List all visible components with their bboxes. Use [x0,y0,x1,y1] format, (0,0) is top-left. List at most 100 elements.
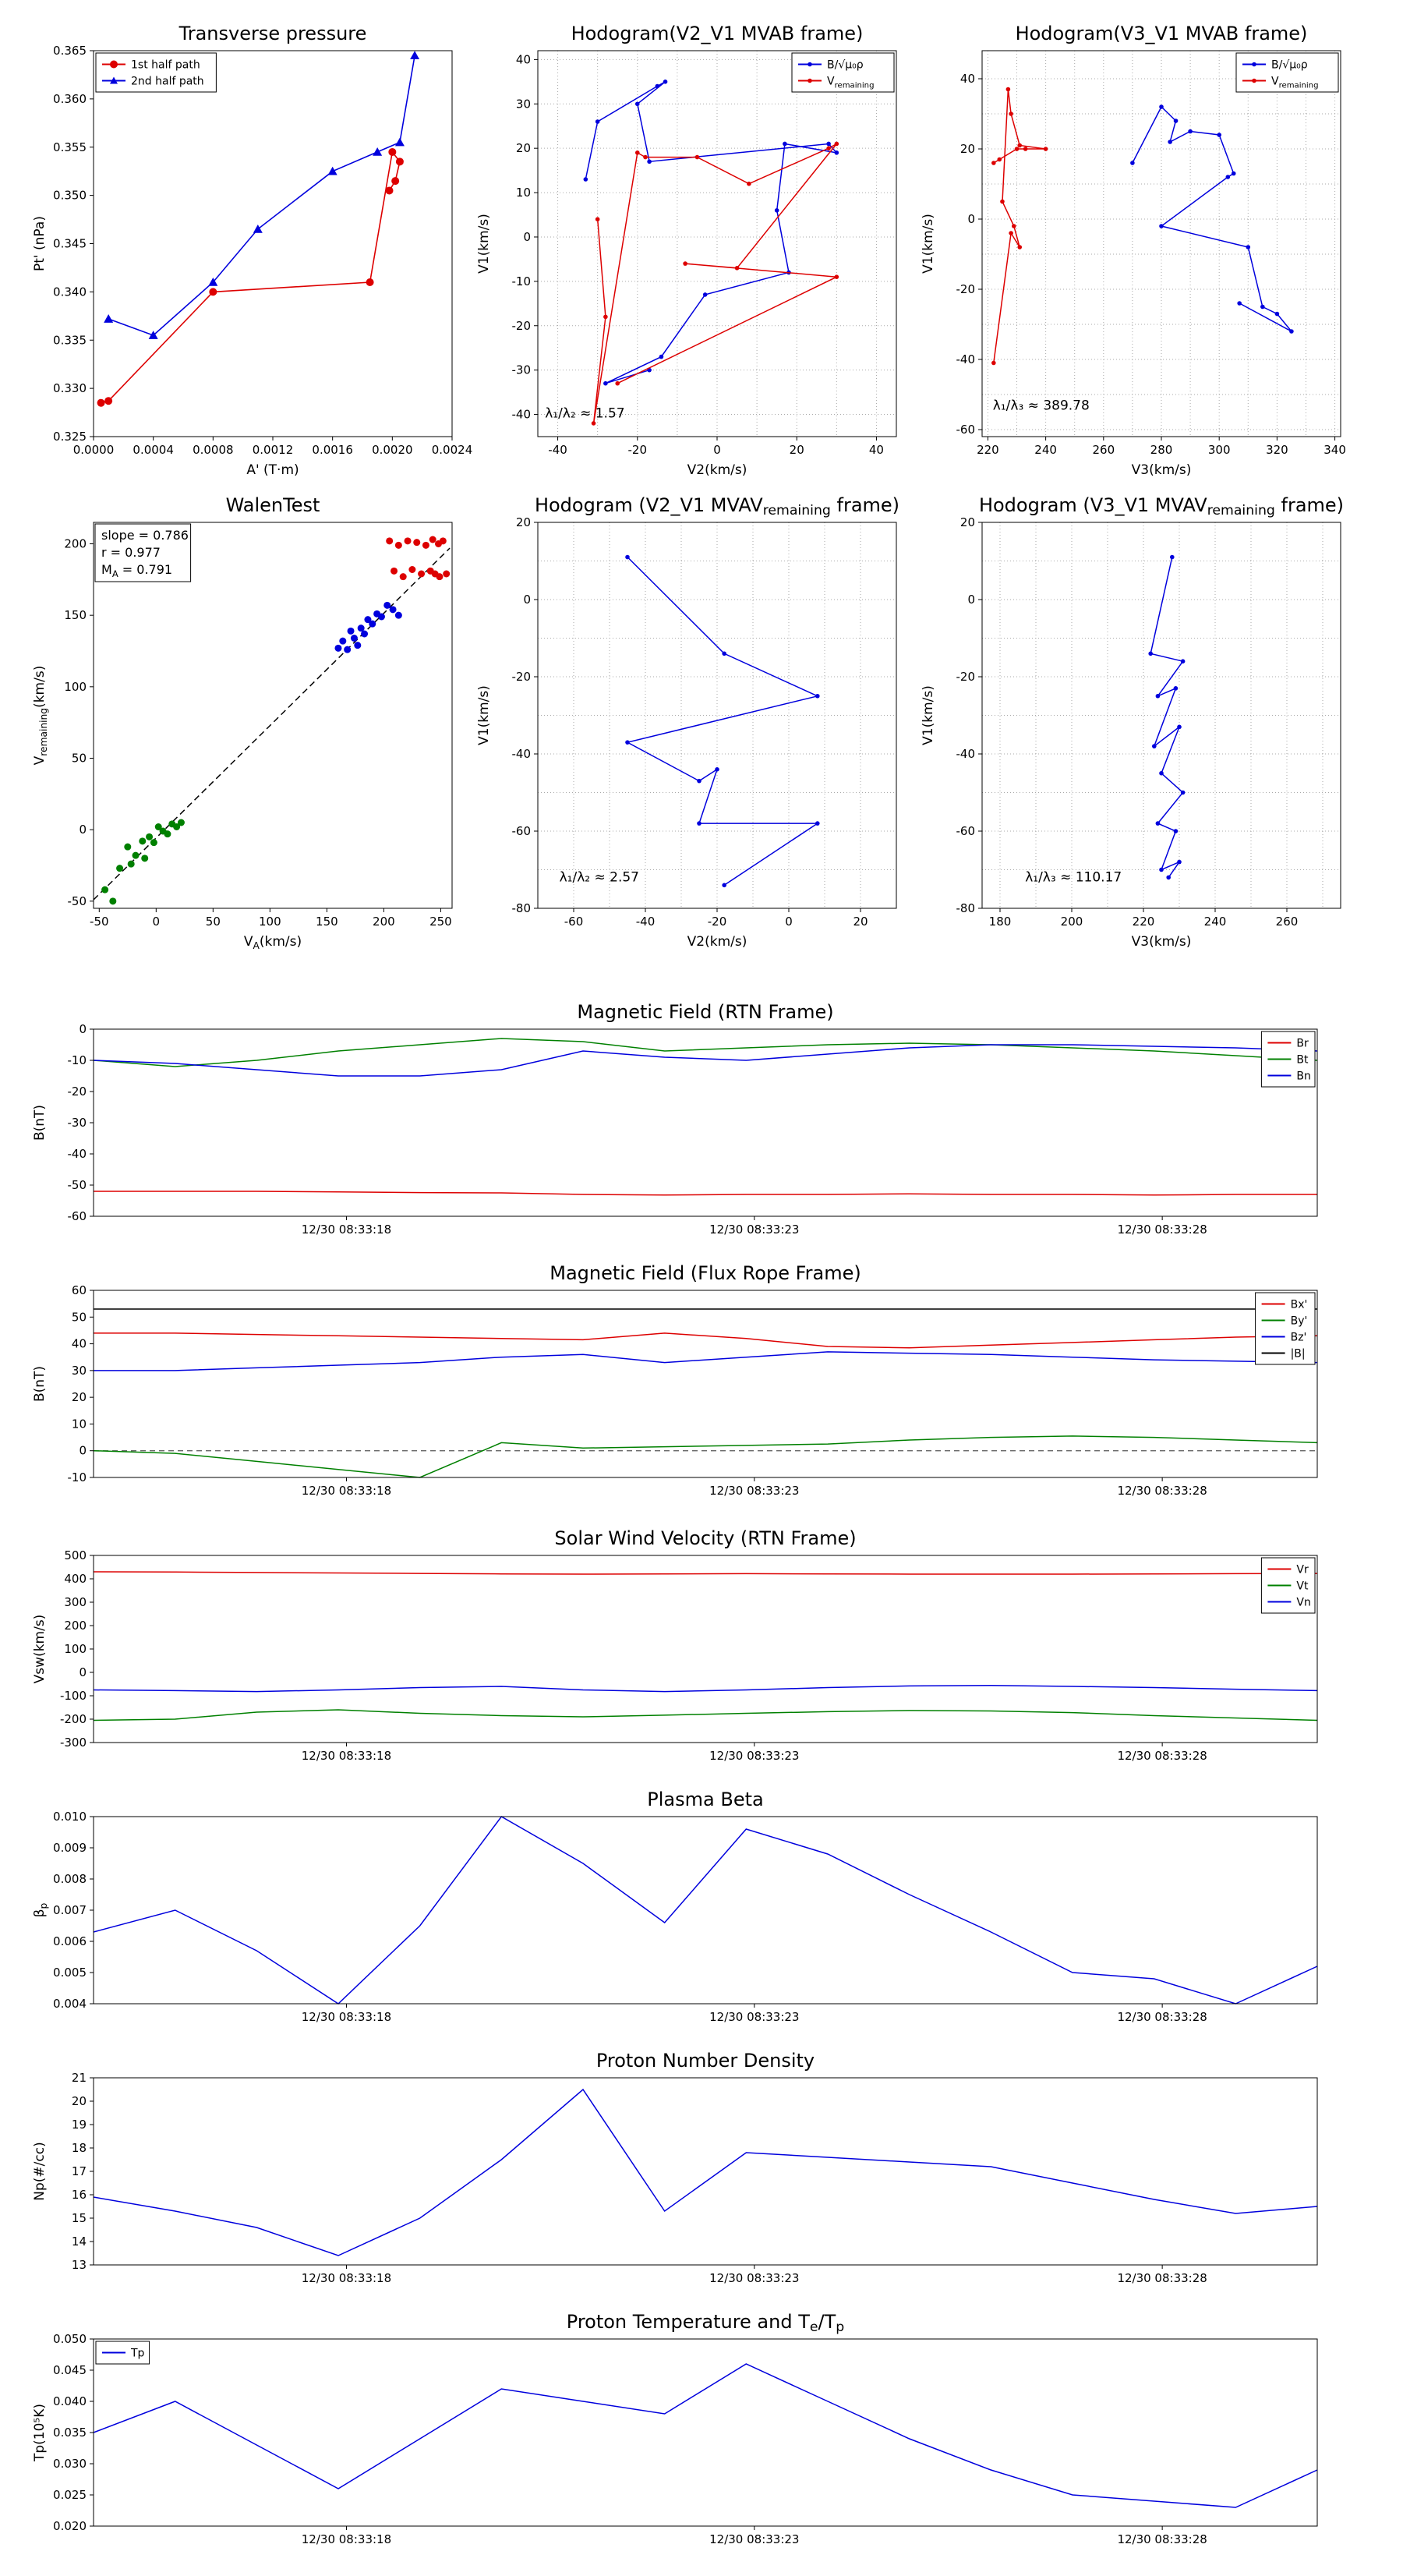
marker-first-half-path [209,288,217,296]
chart-element: V2(km/s) [687,462,747,478]
x-tick-label: 12/30 08:33:23 [709,2010,799,2024]
chart-element: -40 [956,747,976,761]
marker-velocity-hodogram [625,740,630,745]
y-tick-label: 40 [72,1337,87,1351]
chart-element: 30 [516,97,531,111]
marker-V-remaining [1023,147,1028,151]
marker-B-over-sqrt-mu0rho [583,177,588,182]
chart-element: Transverse pressure [178,23,367,44]
y-tick-label: 20 [72,2094,87,2108]
marker-second-half-path [394,137,405,147]
series-layer [93,1571,1318,1721]
chart-element: 220 [1133,915,1155,929]
y-tick-label: 0.360 [53,92,87,106]
series-Tp [93,2363,1318,2508]
chart-element: -20 [628,443,648,457]
y-tick-label: -60 [956,423,976,437]
chart-element: 0.010 [53,1810,87,1824]
marker-B-over-sqrt-mu0rho [1274,311,1280,317]
marker-scatter-green [164,830,171,838]
panel-magnetic-field-flux-rope: 12/30 08:33:18 12/30 08:33:23 12/30 08:33:… [32,1262,1318,1498]
series-layer [991,87,1294,366]
plot-frame [93,522,453,909]
marker-V-remaining [591,421,596,426]
chart-element: -40 [68,1147,87,1161]
marker-scatter-blue [389,606,397,614]
x-axis-label: A' (T·m) [246,462,299,478]
marker-B-over-sqrt-mu0rho [774,208,779,213]
marker-V-remaining [734,265,740,271]
marker-B-over-sqrt-mu0rho [1246,245,1251,249]
y-tick-label: 40 [960,72,975,86]
chart-element: 0 [153,915,161,929]
marker-V-remaining [683,261,687,266]
y-tick-label: 400 [64,1572,87,1586]
legend-label: By' [1291,1315,1308,1328]
chart-element: 0.020 [53,2519,87,2533]
chart-element: -40 [512,408,532,422]
chart-element: Br [1296,1038,1309,1050]
y-tick-label: 20 [960,142,975,156]
chart-element: -10 [68,1470,87,1484]
y-tick-label: 0 [967,212,975,226]
marker-velocity-hodogram [1180,790,1186,795]
x-tick-label: -40 [548,443,567,457]
chart-element: Hodogram (V3_V1 MVAV [979,494,1207,516]
y-tick-label: 0.365 [53,44,87,58]
chart-element: -30 [68,1116,87,1130]
chart-element: Vn [1296,1597,1310,1609]
marker-velocity-hodogram [697,821,702,826]
x-tick-label: 300 [1208,443,1231,457]
marker-scatter-green [124,843,132,851]
chart-element: 0.340 [53,285,87,299]
legend-sample-marker [808,78,812,83]
y-tick-label: -20 [68,1085,87,1099]
y-axis-label: Np(#/cc) [32,2142,48,2200]
chart-element: 200 [1061,915,1083,929]
y-tick-label: 0.007 [53,1903,87,1917]
plot-area [94,51,452,437]
series-layer [93,536,451,905]
chart-element: 12/30 08:33:23 [709,1484,799,1498]
y-tick-label: 20 [516,141,531,155]
marker-B-over-sqrt-mu0rho [1231,171,1236,176]
legend-label: Vremaining​ [1271,76,1318,90]
marker-scatter-red [418,570,426,578]
y-tick-label: -30 [512,363,532,377]
series-Bn [93,1044,1318,1077]
chart-element: WalenTest [226,494,320,516]
x-tick-label: 200 [373,915,395,929]
chart-element: V1(km/s) [921,685,936,745]
y-tick-label: -40 [956,352,976,366]
y-tick-label: 14 [72,2235,87,2249]
chart-element: slope = 0.786 [101,528,189,543]
marker-first-half-path [388,147,397,156]
marker-scatter-red [436,573,444,581]
chart-element: 12/30 08:33:23 [709,1223,799,1237]
legend-label: |B| [1291,1348,1306,1361]
chart-element: 260 [1276,915,1299,929]
chart-element: 0.045 [53,2363,87,2377]
y-tick-label: 100 [64,1642,87,1656]
chart-element: 13 [72,2258,87,2272]
chart-element: Magnetic Field (Flux Rope Frame) [550,1262,861,1284]
x-tick-label: 12/30 08:33:23 [709,1223,799,1237]
chart-element: 0.355 [53,140,87,154]
x-tick-label: -50 [90,915,109,929]
marker-velocity-hodogram [1166,875,1171,880]
chart-element: 0.009 [53,1841,87,1855]
y-tick-label: -80 [512,901,532,915]
marker-V-remaining [595,217,600,222]
chart-element: 2nd half path [131,76,204,88]
series-layer [97,51,420,407]
chart-title: Transverse pressure [178,23,367,44]
y-tick-label: 0.005 [53,1966,87,1980]
marker-velocity-hodogram [1180,659,1186,663]
marker-velocity-hodogram [1173,829,1179,833]
marker-V-remaining [991,360,996,366]
legend-label: 1st half path [131,59,200,72]
marker-V-remaining [1009,111,1013,116]
marker-velocity-hodogram [1159,867,1164,872]
marker-second-half-path [104,314,114,323]
